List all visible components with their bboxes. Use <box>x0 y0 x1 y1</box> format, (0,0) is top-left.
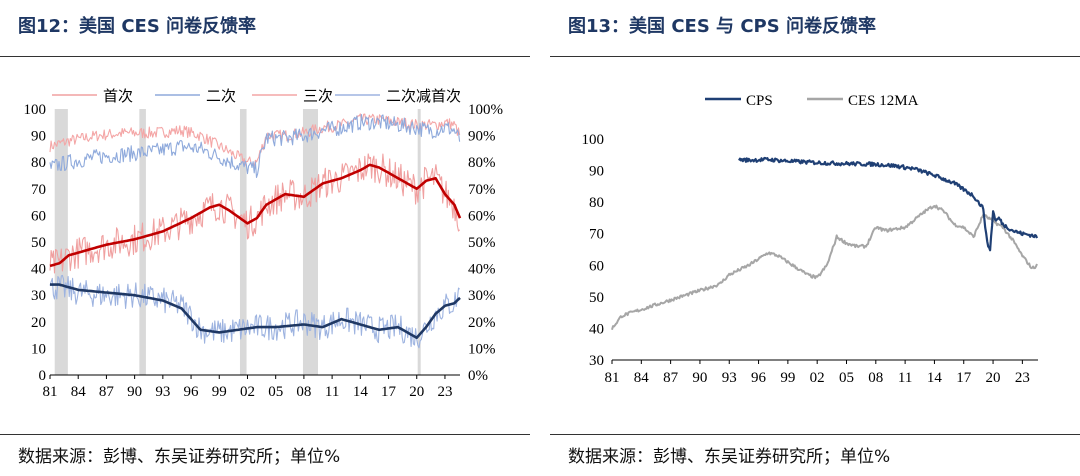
legend-label: CPS <box>746 93 773 109</box>
y-left-tick-label: 60 <box>31 208 46 224</box>
y-right-tick-label: 50% <box>468 235 496 251</box>
y-tick-label: 80 <box>589 195 604 211</box>
right-figure-panel: 图13：美国 CES 与 CPS 问卷反馈率 30 40 50 60 70 80 90 100… <box>550 0 1080 476</box>
left-source-rule <box>0 434 530 435</box>
right-title-rule <box>550 56 1080 57</box>
y-right-tick-label: 20% <box>468 315 496 331</box>
x-tick-label: 81 <box>605 370 620 386</box>
x-tick-label: 17 <box>381 384 397 400</box>
ces-cps-chart: 30 40 50 60 70 80 90 100 81 84 87 90 93 96 99 02 05 08 11 1… <box>582 93 1039 386</box>
x-tick-label: 14 <box>353 384 369 400</box>
x-tick-label: 96 <box>184 384 200 400</box>
y-right-tick-label: 0% <box>468 368 488 384</box>
y-left-tick-label: 80 <box>31 155 46 171</box>
x-tick-label: 23 <box>1015 370 1030 386</box>
legend-label: 三次 <box>303 88 333 105</box>
legend-item-1: 二次 <box>155 88 236 105</box>
x-tick-label: 17 <box>956 370 972 386</box>
x-tick-label: 93 <box>722 370 737 386</box>
y-tick-label: 100 <box>582 132 605 148</box>
left-figure-title: 图12：美国 CES 问卷反馈率 <box>18 16 257 37</box>
legend-item-0: 首次 <box>52 88 133 105</box>
series-line-三次 <box>49 113 461 167</box>
y-right-tick-label: 40% <box>468 262 496 278</box>
x-tick-label: 11 <box>898 370 912 386</box>
x-tick-label: 11 <box>325 384 339 400</box>
left-figure-panel: 图12：美国 CES 问卷反馈率 0 10 20 30 40 50 60 70 80 90 100 0… <box>0 0 530 476</box>
x-tick-label: 02 <box>810 370 825 386</box>
x-tick-label: 23 <box>437 384 452 400</box>
x-tick-label: 14 <box>927 370 943 386</box>
x-tick-label: 90 <box>692 370 707 386</box>
x-tick-label: 08 <box>868 370 883 386</box>
y-tick-label: 50 <box>589 290 604 306</box>
y-right-tick-label: 70% <box>468 182 496 198</box>
series-line-二次 <box>49 114 461 179</box>
y-left-tick-label: 50 <box>31 235 46 251</box>
y-tick-label: 90 <box>589 164 604 180</box>
y-left-tick-label: 30 <box>31 288 46 304</box>
right-figure-title: 图13：美国 CES 与 CPS 问卷反馈率 <box>568 16 876 37</box>
series-line-CPS <box>738 156 1039 252</box>
response-rate-chart: 0 10 20 30 40 50 60 70 80 90 100 0% 10% 20% 30% 40% 50% 6… <box>24 88 504 400</box>
x-tick-label: 99 <box>212 384 227 400</box>
right-source-note: 数据来源：彭博、东吴证券研究所；单位% <box>568 447 891 467</box>
y-tick-label: 60 <box>589 258 604 274</box>
y-right-tick-label: 80% <box>468 155 496 171</box>
x-tick-label: 87 <box>663 370 679 386</box>
y-right-tick-label: 90% <box>468 129 496 145</box>
recession-band-3 <box>302 109 319 375</box>
recession-band-4 <box>417 109 421 375</box>
x-tick-label: 99 <box>780 370 795 386</box>
series-line-首次 <box>49 153 461 274</box>
x-tick-label: 93 <box>155 384 170 400</box>
legend-label: CES 12MA <box>848 93 919 109</box>
x-tick-label: 81 <box>43 384 58 400</box>
legend-item-2: 三次 <box>252 88 333 105</box>
legend-item-1: CES 12MA <box>807 93 919 109</box>
x-tick-label: 87 <box>99 384 115 400</box>
x-tick-label: 90 <box>127 384 142 400</box>
legend-label: 首次 <box>103 88 133 105</box>
legend-item-3: 二次减首次 <box>335 88 461 105</box>
recession-band-2 <box>239 109 247 375</box>
left-source-note: 数据来源：彭博、东吴证券研究所；单位% <box>18 447 341 467</box>
series-line-首次移动平均 <box>49 163 462 268</box>
recession-band-0 <box>54 109 68 375</box>
y-left-tick-label: 90 <box>31 129 46 145</box>
series-line-二次减首次移动平均 <box>50 283 461 340</box>
legend-item-0: CPS <box>705 93 773 109</box>
x-tick-label: 84 <box>634 370 650 386</box>
left-title-rule <box>0 56 530 57</box>
y-tick-label: 70 <box>589 227 604 243</box>
recession-band-1 <box>139 109 146 375</box>
y-left-tick-label: 20 <box>31 315 46 331</box>
y-right-tick-label: 100% <box>468 102 503 118</box>
right-source-rule <box>550 434 1080 435</box>
y-left-tick-label: 100 <box>24 102 47 118</box>
y-tick-label: 40 <box>589 321 604 337</box>
y-left-tick-label: 40 <box>31 262 46 278</box>
y-left-tick-label: 70 <box>31 182 46 198</box>
x-tick-label: 05 <box>268 384 283 400</box>
x-tick-label: 20 <box>986 370 1001 386</box>
y-right-tick-label: 60% <box>468 208 496 224</box>
legend-label: 二次 <box>206 88 236 105</box>
legend-label: 二次减首次 <box>386 88 461 105</box>
y-tick-label: 30 <box>589 353 604 369</box>
x-tick-label: 08 <box>296 384 311 400</box>
y-left-tick-label: 0 <box>39 368 47 384</box>
x-tick-label: 84 <box>71 384 87 400</box>
x-tick-label: 02 <box>240 384 255 400</box>
y-left-tick-label: 10 <box>31 341 46 357</box>
x-tick-label: 05 <box>839 370 854 386</box>
series-line-CES 12MA <box>611 204 1038 331</box>
y-right-tick-label: 10% <box>468 341 496 357</box>
y-right-tick-label: 30% <box>468 288 496 304</box>
x-tick-label: 96 <box>751 370 767 386</box>
x-tick-label: 20 <box>409 384 424 400</box>
series-line-二次减首次 <box>49 274 461 349</box>
